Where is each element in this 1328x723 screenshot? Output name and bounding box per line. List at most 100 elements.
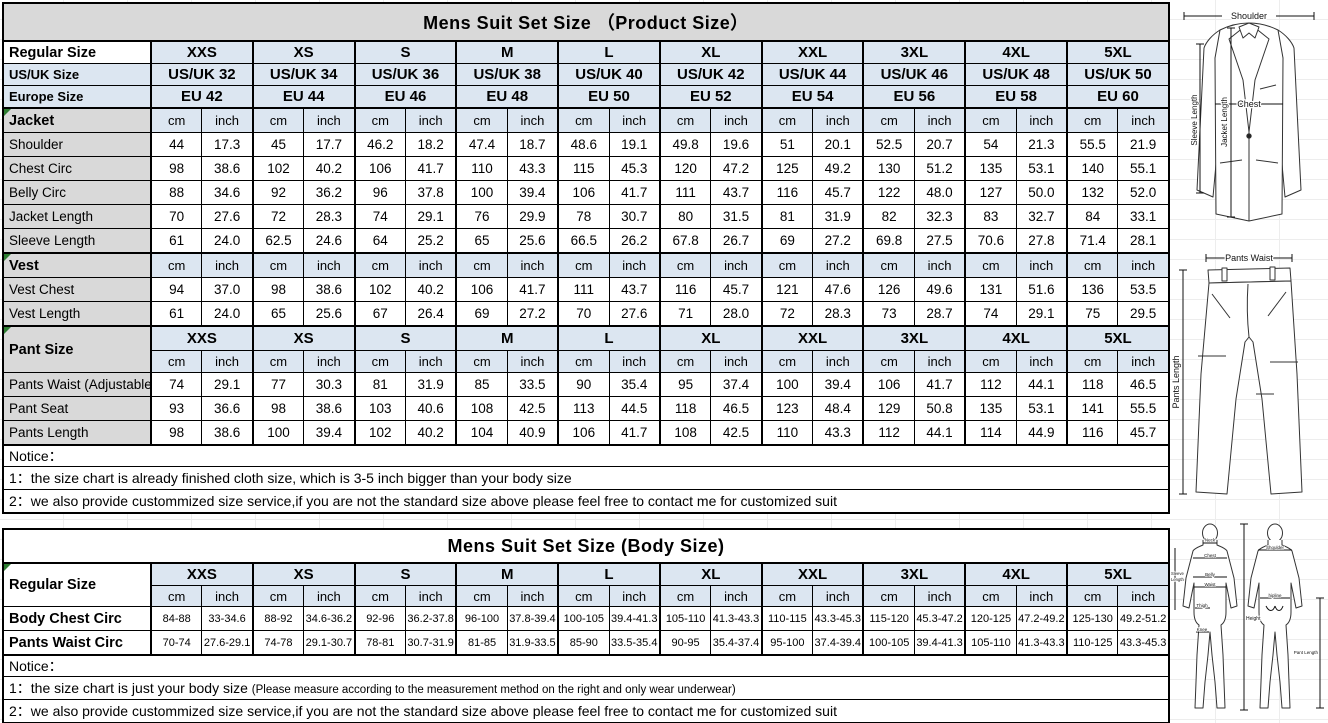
regular-size-label: Regular Size bbox=[2, 40, 152, 64]
value-inch-cell: 43.3-45.3 bbox=[1117, 630, 1170, 656]
value-inch-cell: 29.9 bbox=[506, 204, 559, 229]
value-cm-cell: 120 bbox=[658, 156, 712, 181]
value-cm-cell: 125-130 bbox=[1066, 606, 1119, 631]
size-header-cell: XXS bbox=[150, 562, 254, 586]
value-cm-cell: 61 bbox=[150, 301, 203, 327]
value-cm-cell: 110-125 bbox=[1066, 630, 1119, 656]
value-cm-cell: 105-110 bbox=[964, 630, 1017, 656]
value-cm-cell: 61 bbox=[150, 228, 203, 254]
europe-size-cell: EU 46 bbox=[353, 85, 457, 109]
notice-title: Notice： bbox=[2, 654, 1170, 677]
value-cm-cell: 141 bbox=[1066, 396, 1119, 421]
value-inch-cell: 26.4 bbox=[404, 301, 457, 327]
value-cm-cell: 74 bbox=[150, 372, 203, 397]
size-header-cell: 5XL bbox=[1066, 562, 1170, 586]
unit-cm-cell: cm bbox=[557, 107, 610, 133]
value-inch-cell: 52.0 bbox=[1117, 180, 1170, 205]
value-inch-cell: 40.2 bbox=[404, 277, 457, 302]
measure-row-label: Body Chest Circ bbox=[2, 606, 152, 631]
value-inch-cell: 27.8 bbox=[1015, 228, 1068, 254]
value-inch-cell: 43.3 bbox=[812, 420, 864, 446]
unit-inch-cell: inch bbox=[201, 107, 254, 133]
value-inch-cell: 39.4 bbox=[506, 180, 559, 205]
value-cm-cell: 96-100 bbox=[455, 606, 508, 631]
unit-inch-cell: inch bbox=[201, 585, 254, 607]
value-cm-cell: 106 bbox=[862, 372, 915, 397]
value-inch-cell: 49.2 bbox=[812, 156, 864, 181]
unit-cm-cell: cm bbox=[862, 585, 915, 607]
value-cm-cell: 67 bbox=[353, 301, 406, 327]
unit-inch-cell: inch bbox=[1117, 252, 1170, 278]
unit-cm-cell: cm bbox=[251, 252, 305, 278]
value-cm-cell: 84-88 bbox=[150, 606, 203, 631]
value-cm-cell: 92 bbox=[251, 180, 305, 205]
value-inch-cell: 41.7 bbox=[608, 420, 661, 446]
value-cm-cell: 126 bbox=[862, 277, 915, 302]
unit-inch-cell: inch bbox=[913, 107, 966, 133]
unit-cm-cell: cm bbox=[251, 585, 305, 607]
value-cm-cell: 105-110 bbox=[658, 606, 712, 631]
unit-inch-cell: inch bbox=[710, 252, 763, 278]
value-cm-cell: 84 bbox=[1066, 204, 1119, 229]
sleeve-length-label-1: Sleeve bbox=[1171, 571, 1184, 576]
size-header-cell: 5XL bbox=[1066, 40, 1170, 64]
body-table-title: Mens Suit Set Size (Body Size) bbox=[2, 528, 1170, 564]
value-cm-cell: 106 bbox=[557, 420, 610, 446]
value-cm-cell: 118 bbox=[1066, 372, 1119, 397]
notice-line-2: 2：we also provide custommized size servi… bbox=[2, 489, 1170, 514]
value-cm-cell: 125 bbox=[760, 156, 814, 181]
europe-size-cell: EU 58 bbox=[964, 85, 1068, 109]
unit-inch-cell: inch bbox=[404, 585, 457, 607]
size-header-cell: XL bbox=[658, 40, 763, 64]
value-inch-cell: 51.6 bbox=[1015, 277, 1068, 302]
size-header-cell: XXL bbox=[760, 40, 864, 64]
unit-cm-cell: cm bbox=[760, 350, 814, 373]
europe-size-cell: EU 54 bbox=[760, 85, 864, 109]
us-uk-size-cell: US/UK 50 bbox=[1066, 63, 1170, 86]
value-inch-cell: 35.4 bbox=[608, 372, 661, 397]
size-header-cell: M bbox=[455, 562, 559, 586]
value-cm-cell: 95-100 bbox=[760, 630, 814, 656]
body-measurement-diagram: Neck Chest Belly Waist Thigh Knee Should… bbox=[1170, 520, 1328, 723]
us-uk-size-cell: US/UK 36 bbox=[353, 63, 457, 86]
value-cm-cell: 108 bbox=[455, 396, 508, 421]
value-inch-cell: 27.6 bbox=[608, 301, 661, 327]
product-table-body: Regular Size XXS XS S M L XL XXL 3XL 4XL 5XL US/UK … bbox=[2, 40, 1170, 446]
unit-cm-cell: cm bbox=[455, 107, 508, 133]
value-cm-cell: 110 bbox=[455, 156, 508, 181]
unit-cm-cell: cm bbox=[150, 107, 203, 133]
value-inch-cell: 31.5 bbox=[710, 204, 763, 229]
size-header-cell: XXL bbox=[760, 325, 864, 351]
unit-inch-cell: inch bbox=[404, 107, 457, 133]
unit-inch-cell: inch bbox=[1015, 585, 1068, 607]
value-inch-cell: 39.4-41.3 bbox=[608, 606, 661, 631]
value-cm-cell: 96 bbox=[353, 180, 406, 205]
value-cm-cell: 52.5 bbox=[862, 132, 915, 157]
size-header-cell: XS bbox=[251, 562, 356, 586]
value-inch-cell: 46.5 bbox=[1117, 372, 1170, 397]
unit-cm-cell: cm bbox=[1066, 252, 1119, 278]
value-inch-cell: 33-34.6 bbox=[201, 606, 254, 631]
size-header-cell: XS bbox=[251, 40, 356, 64]
value-inch-cell: 31.9 bbox=[812, 204, 864, 229]
value-inch-cell: 28.3 bbox=[303, 204, 356, 229]
value-cm-cell: 102 bbox=[353, 277, 406, 302]
unit-cm-cell: cm bbox=[658, 107, 712, 133]
value-inch-cell: 28.1 bbox=[1117, 228, 1170, 254]
jacket-diagram: Shoulder Chest Jacket Length Sleeve Leng… bbox=[1170, 0, 1328, 242]
value-cm-cell: 108 bbox=[658, 420, 712, 446]
sleeve-length-label: Sleeve Length bbox=[1190, 94, 1199, 145]
size-header-cell: XS bbox=[251, 325, 356, 351]
value-inch-cell: 25.2 bbox=[404, 228, 457, 254]
europe-size-cell: EU 52 bbox=[658, 85, 763, 109]
notice-title: Notice： bbox=[2, 444, 1170, 467]
value-cm-cell: 65 bbox=[251, 301, 305, 327]
notice-1-detail: (Please measure according to the measure… bbox=[251, 684, 736, 696]
section-label: Vest bbox=[2, 252, 152, 278]
value-inch-cell: 35.4-37.4 bbox=[710, 630, 763, 656]
value-cm-cell: 114 bbox=[964, 420, 1017, 446]
unit-inch-cell: inch bbox=[608, 585, 661, 607]
size-header-cell: L bbox=[557, 40, 661, 64]
value-inch-cell: 41.7 bbox=[608, 180, 661, 205]
value-inch-cell: 44.1 bbox=[913, 420, 966, 446]
